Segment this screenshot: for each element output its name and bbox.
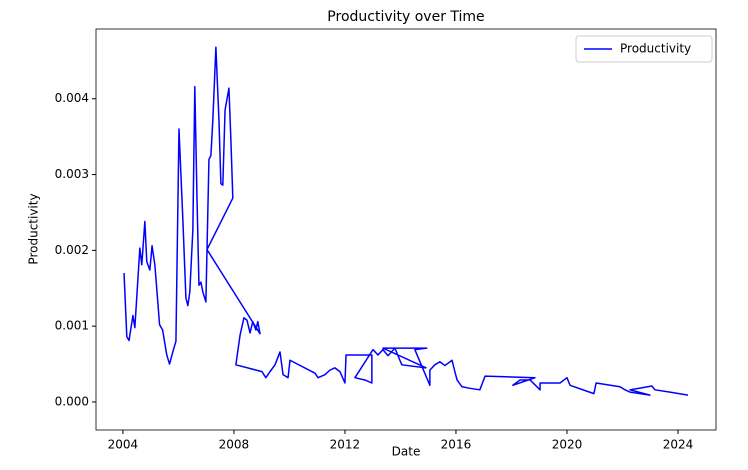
x-tick-label: 2020 bbox=[552, 438, 583, 452]
x-tick-label: 2008 bbox=[219, 438, 250, 452]
y-tick-label: 0.000 bbox=[55, 394, 89, 408]
y-axis-label: Productivity bbox=[27, 193, 41, 264]
y-tick-label: 0.003 bbox=[55, 167, 89, 181]
legend-box bbox=[575, 35, 713, 63]
x-axis-label: Date bbox=[392, 445, 421, 459]
data-line bbox=[123, 46, 689, 396]
legend-label: Productivity bbox=[620, 42, 691, 56]
y-tick-label: 0.001 bbox=[55, 319, 89, 333]
plot-frame bbox=[95, 28, 717, 431]
chart-title: Productivity over Time bbox=[327, 9, 484, 25]
x-tick-label: 2004 bbox=[108, 438, 139, 452]
y-tick-label: 0.002 bbox=[55, 243, 89, 257]
x-tick-label: 2016 bbox=[441, 438, 472, 452]
x-tick-label: 2012 bbox=[330, 438, 361, 452]
y-tick-label: 0.004 bbox=[55, 91, 89, 105]
x-tick-label: 2024 bbox=[663, 438, 694, 452]
